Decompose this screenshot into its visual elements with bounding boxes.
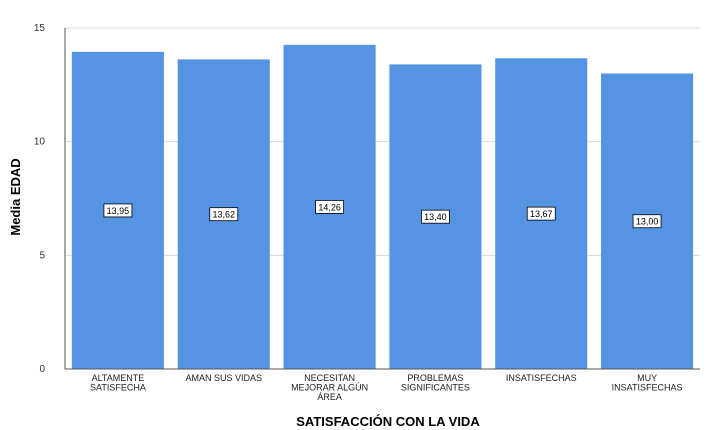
y-tick-label: 5 xyxy=(39,250,45,261)
data-label: 14,26 xyxy=(318,202,341,212)
x-category-label: INSATISFECHAS xyxy=(612,383,683,393)
x-category-label: NECESITAN xyxy=(304,373,355,383)
data-label: 13,62 xyxy=(212,210,235,220)
x-category-label: MEJORAR ALGÚN xyxy=(291,383,368,393)
data-label: 13,00 xyxy=(636,217,659,227)
data-label: 13,95 xyxy=(107,206,130,216)
x-category-label: MUY xyxy=(637,373,657,383)
gridlines xyxy=(65,27,700,256)
x-category-label: INSATISFECHAS xyxy=(506,373,577,383)
bars-group xyxy=(71,44,694,370)
x-category-label: ÁREA xyxy=(317,392,342,402)
y-tick-label: 10 xyxy=(34,137,46,148)
y-tick-label: 15 xyxy=(34,23,46,34)
y-axis-title: Media EDAD xyxy=(8,158,23,235)
data-label: 13,40 xyxy=(424,212,447,222)
x-axis-title: SATISFACCIÓN CON LA VIDA xyxy=(296,414,480,429)
y-tick-labels: 0 5 10 15 xyxy=(34,23,46,375)
data-label: 13,67 xyxy=(530,209,553,219)
data-label-box xyxy=(526,206,556,221)
data-label-box xyxy=(421,209,450,224)
x-category-label: SATISFECHA xyxy=(90,383,146,393)
x-category-label: SIGNIFICANTES xyxy=(401,383,470,393)
data-label-box xyxy=(315,200,344,214)
data-label-box xyxy=(103,203,133,218)
x-category-label: PROBLEMAS xyxy=(407,373,463,383)
x-category-label: AMAN SUS VIDAS xyxy=(185,373,262,383)
y-tick-label: 0 xyxy=(39,364,45,375)
x-category-label: ALTAMENTE xyxy=(92,373,145,383)
data-label-box xyxy=(209,207,239,222)
data-labels: 13,95 13,62 14,26 13,40 13,67 13,00 xyxy=(103,200,662,229)
data-label-box xyxy=(632,214,662,229)
